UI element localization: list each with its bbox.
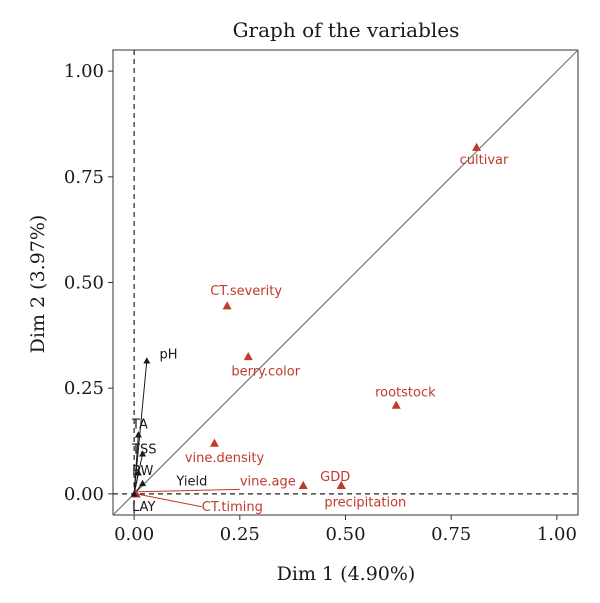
variable-label: GDD xyxy=(320,470,350,485)
x-axis-title: Dim 1 (4.90%) xyxy=(277,563,416,585)
variable-marker xyxy=(298,480,308,490)
variable-label: vine.density xyxy=(185,451,265,466)
plot-area: cultivar CT.severity berry.color rootstock v… xyxy=(112,49,579,516)
variable-label: vine.age xyxy=(240,474,296,489)
label-leader-line xyxy=(138,488,240,493)
variable-marker xyxy=(134,469,142,476)
reference-lines xyxy=(112,49,579,516)
variable-arrow xyxy=(133,360,148,494)
variable-label: TA xyxy=(131,417,148,432)
diagonal-line xyxy=(112,49,579,516)
y-tick-label: 0.00 xyxy=(64,484,104,505)
variable-label: pH xyxy=(160,348,178,363)
label-leader-line xyxy=(136,493,202,508)
variable-marker xyxy=(243,351,253,361)
variable-label: LAY xyxy=(132,500,155,515)
y-tick-label: 1.00 xyxy=(64,61,104,82)
variable-marker xyxy=(139,479,147,487)
variable-marker xyxy=(139,450,147,457)
y-tick-label: 0.75 xyxy=(64,167,104,188)
variable-label: CT.severity xyxy=(210,284,282,299)
variable-labels: cultivar CT.severity berry.color rootstock v… xyxy=(131,153,509,515)
variable-marker xyxy=(222,301,232,310)
x-axis-ticks: 0.00 0.25 0.50 0.75 1.00 xyxy=(114,515,577,545)
variable-marker xyxy=(472,142,482,151)
variable-marker xyxy=(134,431,142,438)
variable-arrow xyxy=(133,434,139,494)
variable-marker xyxy=(209,438,219,447)
variable-label: BW xyxy=(132,464,153,479)
variable-label: cultivar xyxy=(460,153,509,168)
variable-marker xyxy=(391,400,401,409)
variable-marker xyxy=(143,357,151,364)
y-tick-label: 0.25 xyxy=(64,378,104,399)
variable-label: CT.timing xyxy=(202,500,263,515)
variable-label: TSS xyxy=(131,443,156,458)
variable-marker xyxy=(130,490,138,497)
x-tick-label: 0.00 xyxy=(114,524,154,545)
variable-marker xyxy=(336,480,346,490)
x-tick-label: 0.50 xyxy=(325,524,365,545)
variable-label: berry.color xyxy=(231,365,300,380)
y-axis-title: Dim 2 (3.97%) xyxy=(27,215,49,354)
chart-title: Graph of the variables xyxy=(233,18,460,42)
y-tick-label: 0.50 xyxy=(64,273,104,294)
variable-markers xyxy=(130,142,482,498)
variable-label: Yield xyxy=(175,474,207,489)
x-tick-label: 0.75 xyxy=(431,524,471,545)
y-axis-ticks: 0.00 0.25 0.50 0.75 1.00 xyxy=(64,61,113,505)
variable-label: rootstock xyxy=(375,386,436,401)
variable-label: precipitation xyxy=(324,496,406,511)
x-tick-label: 1.00 xyxy=(537,524,577,545)
x-tick-label: 0.25 xyxy=(220,524,260,545)
variable-arrow xyxy=(133,472,139,494)
